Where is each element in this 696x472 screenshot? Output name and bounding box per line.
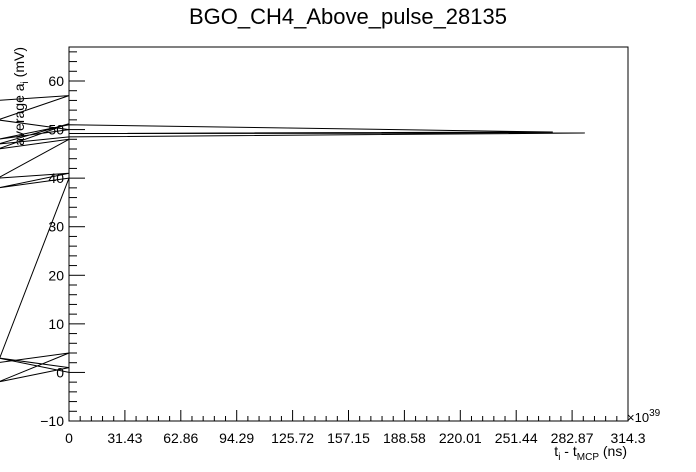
y-tick-label: 0	[56, 364, 64, 380]
y-tick-label: −10	[40, 413, 64, 429]
x-tick-label: 188.58	[383, 430, 426, 446]
data-layer	[0, 95, 585, 383]
y-tick-label: 60	[48, 73, 64, 89]
series-line	[0, 95, 585, 383]
y-tick-label: 10	[48, 316, 64, 332]
plot-frame	[68, 46, 629, 422]
y-axis-label: average ai (mV)	[11, 47, 31, 146]
x-tick-label: 62.86	[163, 430, 198, 446]
x-tick-label: 125.72	[271, 430, 314, 446]
y-tick-label: 50	[48, 122, 64, 138]
x-multiplier: ×1039	[627, 408, 661, 425]
x-tick-label: 157.15	[327, 430, 370, 446]
y-tick-label: 40	[48, 170, 64, 186]
y-tick-label: 30	[48, 219, 64, 235]
x-tick-label: 0	[65, 430, 73, 446]
tick-labels: 0 31.43 62.86 94.29 125.72 157.15 188.58 220.01…	[40, 73, 645, 446]
x-tick-label: 31.43	[107, 430, 142, 446]
x-tick-label: 314.3	[610, 430, 645, 446]
x-tick-label: 251.44	[495, 430, 538, 446]
axis-ticks	[68, 51, 629, 422]
x-tick-label: 282.87	[551, 430, 594, 446]
x-axis-label: ti - tMCP (ns)	[554, 443, 627, 463]
x-tick-label: 220.01	[439, 430, 482, 446]
x-tick-label: 94.29	[219, 430, 254, 446]
chart-title: BGO_CH4_Above_pulse_28135	[188, 4, 507, 29]
y-tick-label: 20	[48, 267, 64, 283]
